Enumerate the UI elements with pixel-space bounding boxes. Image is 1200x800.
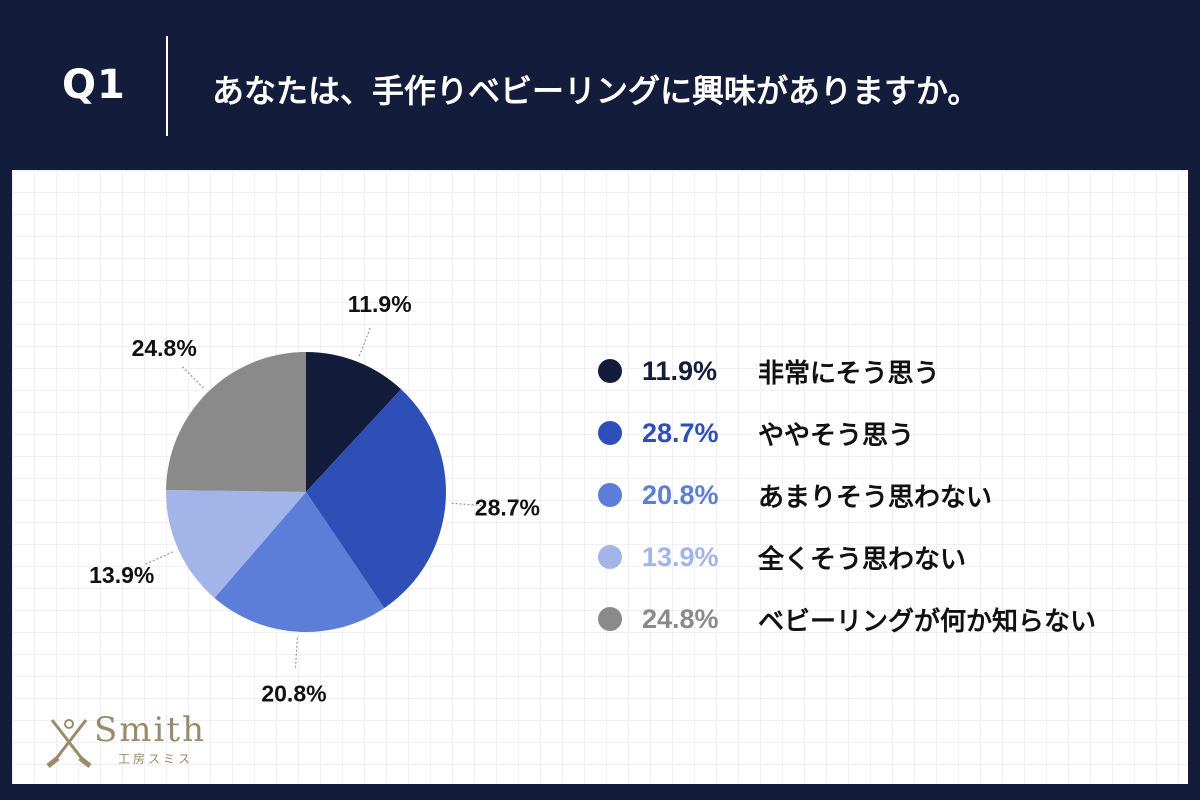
- legend-item: 24.8% ベビーリングが何か知らない: [592, 588, 1192, 650]
- pie-slices: [166, 352, 446, 632]
- legend-dot-icon: [598, 545, 622, 569]
- crossed-tools-icon: [46, 719, 92, 768]
- legend-dot-icon: [598, 607, 622, 631]
- header-divider: [166, 36, 168, 136]
- pie-slice-4: [166, 490, 306, 598]
- leader-line-2: [451, 502, 482, 507]
- legend-percent: 20.8%: [642, 479, 719, 510]
- legend-label: 全くそう思わない: [758, 544, 967, 575]
- legend-percent: 28.7%: [642, 417, 719, 448]
- pie-slice-3: [214, 492, 385, 632]
- legend-dot-icon: [598, 421, 622, 445]
- pie-slice-5: [166, 352, 306, 492]
- question-number: Q1: [62, 62, 126, 108]
- data-label-1: 11.9%: [348, 291, 412, 317]
- data-label-5: 24.8%: [132, 335, 197, 361]
- leader-line-5: [182, 366, 204, 389]
- header: Q1 あなたは、手作りベビーリングに興味がありますか。: [0, 0, 1200, 170]
- legend-item: 11.9% 非常にそう思う: [592, 340, 1192, 402]
- leader-line-4: [145, 551, 174, 565]
- legend-label: 非常にそう思う: [758, 358, 940, 389]
- legend-dot-icon: [598, 483, 622, 507]
- logo-subtitle: 工房スミス: [118, 752, 194, 766]
- legend-percent: 24.8%: [642, 603, 719, 634]
- legend-label: ややそう思う: [758, 420, 915, 451]
- leader-line-3: [294, 637, 298, 668]
- legend-percent: 13.9%: [642, 541, 719, 572]
- legend-label: あまりそう思わない: [758, 482, 993, 513]
- pie-slice-1: [306, 352, 402, 492]
- leader-line-1: [358, 327, 371, 357]
- brand-logo: Smith 工房スミス: [46, 710, 246, 780]
- logo-wordmark: Smith: [94, 710, 206, 750]
- legend: 11.9% 非常にそう思う 28.7% ややそう思う 20.8% あまりそう思わない 13.…: [592, 340, 1192, 650]
- data-label-2: 28.7%: [475, 495, 540, 521]
- legend-item: 28.7% ややそう思う: [592, 402, 1192, 464]
- legend-label: ベビーリングが何か知らない: [758, 606, 1097, 637]
- pie-leader-lines: [145, 327, 482, 668]
- legend-item: 20.8% あまりそう思わない: [592, 464, 1192, 526]
- legend-item: 13.9% 全くそう思わない: [592, 526, 1192, 588]
- data-label-3: 20.8%: [261, 681, 326, 707]
- pie-data-labels: 11.9% 28.7% 20.8% 13.9% 24.8%: [89, 291, 540, 707]
- legend-dot-icon: [598, 359, 622, 383]
- pie-slice-2: [306, 389, 446, 609]
- data-label-4: 13.9%: [89, 562, 154, 588]
- legend-percent: 11.9%: [642, 355, 718, 386]
- question-text: あなたは、手作りベビーリングに興味がありますか。: [212, 72, 980, 110]
